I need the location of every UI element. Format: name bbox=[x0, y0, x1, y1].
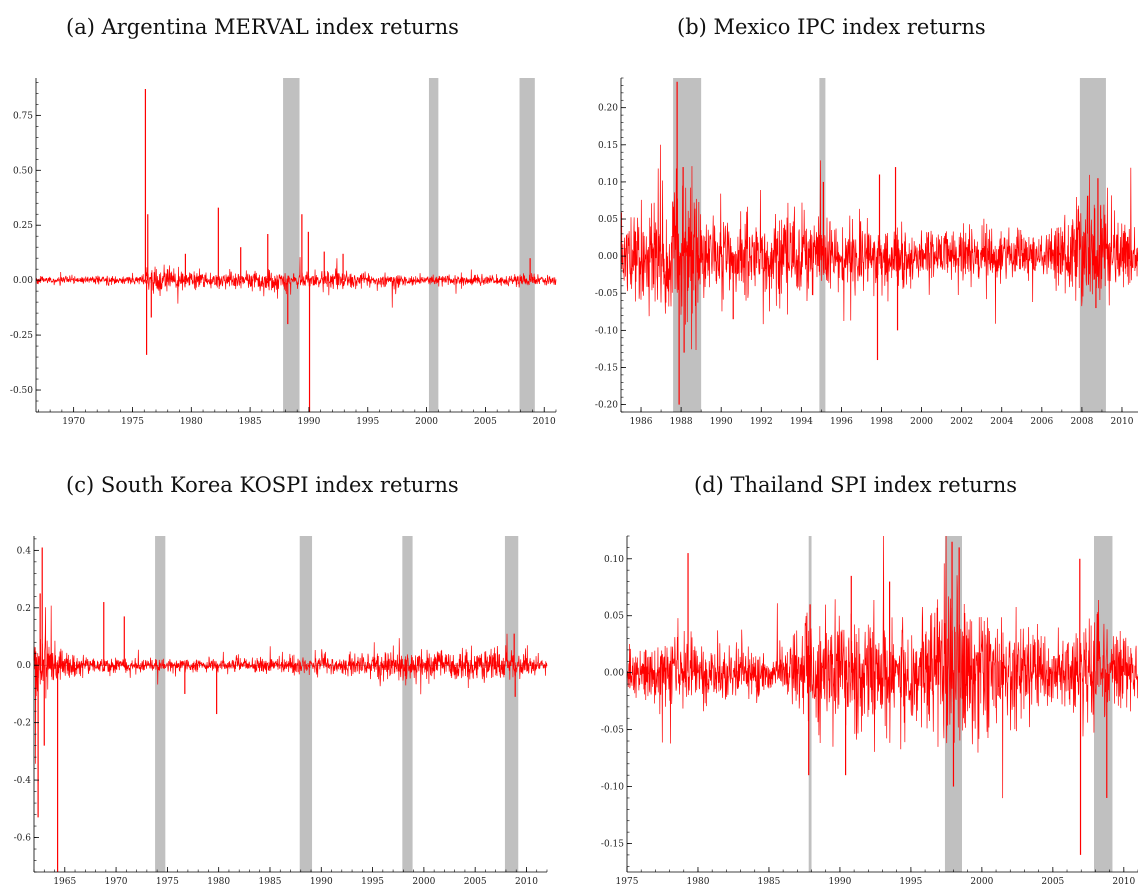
x-tick-label: 1995 bbox=[899, 877, 922, 886]
y-tick-label: -0.4 bbox=[14, 776, 32, 786]
returns-series-line bbox=[35, 257, 557, 308]
shaded-period bbox=[519, 78, 535, 412]
x-tick-label: 1986 bbox=[630, 417, 653, 427]
y-tick-label: 0.00 bbox=[13, 276, 33, 286]
panel-b-title: (b) Mexico IPC index returns bbox=[677, 15, 986, 39]
x-tick-label: 1975 bbox=[156, 877, 179, 886]
y-tick-label: -0.05 bbox=[595, 289, 618, 299]
x-tick-label: 2000 bbox=[412, 877, 435, 886]
shaded-period bbox=[299, 536, 313, 872]
shaded-period bbox=[283, 78, 300, 412]
x-tick-label: 2000 bbox=[970, 877, 993, 886]
x-tick-label: 1990 bbox=[310, 877, 333, 886]
x-tick-label: 1985 bbox=[259, 877, 282, 886]
x-tick-label: 1965 bbox=[53, 877, 76, 886]
shaded-period bbox=[1093, 536, 1113, 872]
panel-d-title: (d) Thailand SPI index returns bbox=[694, 473, 1018, 497]
x-tick-label: 1975 bbox=[616, 877, 639, 886]
x-tick-label: 1985 bbox=[757, 877, 780, 886]
y-tick-label: 0.15 bbox=[598, 141, 618, 151]
shaded-period bbox=[402, 536, 413, 872]
y-tick-label: 0.0 bbox=[17, 661, 32, 671]
x-tick-label: 1994 bbox=[790, 417, 813, 427]
x-tick-label: 2010 bbox=[1112, 877, 1135, 886]
y-tick-label: -0.15 bbox=[595, 363, 618, 373]
panel-c-title: (c) South Korea KOSPI index returns bbox=[66, 473, 459, 497]
shaded-period bbox=[428, 78, 439, 412]
x-tick-label: 1980 bbox=[207, 877, 230, 886]
x-tick-label: 1990 bbox=[710, 417, 733, 427]
x-tick-label: 1970 bbox=[62, 417, 85, 427]
x-tick-label: 2000 bbox=[415, 417, 438, 427]
x-tick-label: 2005 bbox=[464, 877, 487, 886]
y-tick-label: -0.15 bbox=[601, 840, 624, 850]
x-tick-label: 2006 bbox=[1030, 417, 1053, 427]
x-tick-label: 2000 bbox=[910, 417, 933, 427]
x-tick-label: 2004 bbox=[990, 417, 1013, 427]
y-tick-label: -0.50 bbox=[10, 386, 33, 396]
y-tick-label: 0.25 bbox=[13, 221, 33, 231]
x-tick-label: 1992 bbox=[750, 417, 773, 427]
y-tick-label: 0.4 bbox=[17, 546, 32, 556]
x-tick-label: 1995 bbox=[356, 417, 379, 427]
x-tick-label: 1970 bbox=[105, 877, 128, 886]
x-tick-label: 1996 bbox=[830, 417, 853, 427]
x-tick-label: 1995 bbox=[361, 877, 384, 886]
x-tick-label: 1998 bbox=[870, 417, 893, 427]
x-tick-label: 2010 bbox=[515, 877, 538, 886]
x-tick-label: 1988 bbox=[670, 417, 693, 427]
returns-series-line bbox=[626, 535, 1138, 799]
shaded-period bbox=[808, 536, 812, 872]
returns-series-line bbox=[33, 605, 548, 764]
x-tick-label: 1985 bbox=[239, 417, 262, 427]
y-tick-label: 0.05 bbox=[604, 612, 624, 622]
y-tick-label: 0.10 bbox=[598, 178, 618, 188]
y-tick-label: -0.10 bbox=[595, 326, 618, 336]
y-tick-label: 0.00 bbox=[598, 252, 618, 262]
x-tick-label: 1975 bbox=[121, 417, 144, 427]
x-tick-label: 1980 bbox=[180, 417, 203, 427]
y-tick-label: 0.05 bbox=[598, 215, 618, 225]
panel-a-title: (a) Argentina MERVAL index returns bbox=[66, 15, 459, 39]
y-tick-label: -0.20 bbox=[595, 401, 618, 411]
x-tick-label: 1990 bbox=[297, 417, 320, 427]
x-tick-label: 1980 bbox=[687, 877, 710, 886]
y-tick-label: -0.6 bbox=[14, 834, 32, 844]
x-tick-label: 2005 bbox=[1041, 877, 1064, 886]
y-tick-label: 0.75 bbox=[13, 111, 33, 121]
x-tick-label: 1990 bbox=[828, 877, 851, 886]
y-tick-label: -0.05 bbox=[601, 726, 624, 736]
x-tick-label: 2008 bbox=[1070, 417, 1093, 427]
x-tick-label: 2005 bbox=[474, 417, 497, 427]
x-tick-label: 2002 bbox=[950, 417, 973, 427]
y-tick-label: 0.00 bbox=[604, 669, 624, 679]
y-tick-label: 0.50 bbox=[13, 166, 33, 176]
x-tick-label: 2010 bbox=[1111, 417, 1134, 427]
y-tick-label: -0.2 bbox=[14, 719, 31, 729]
y-tick-label: 0.20 bbox=[598, 104, 618, 114]
y-tick-label: 0.2 bbox=[17, 604, 31, 614]
shaded-period bbox=[155, 536, 166, 872]
y-tick-label: -0.10 bbox=[601, 783, 624, 793]
y-tick-label: 0.10 bbox=[604, 555, 624, 565]
shaded-period bbox=[504, 536, 519, 872]
y-tick-label: -0.25 bbox=[10, 331, 33, 341]
x-tick-label: 2010 bbox=[533, 417, 556, 427]
